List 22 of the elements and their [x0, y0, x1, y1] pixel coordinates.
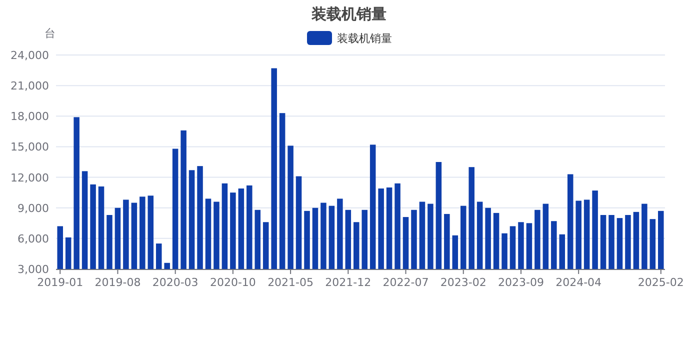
y-tick-label: 21,000	[10, 80, 49, 93]
x-tick-label: 2023-02	[440, 276, 486, 289]
x-tick-label: 2020-03	[152, 276, 198, 289]
chart-title: 装载机销量	[310, 5, 386, 23]
y-tick-label: 15,000	[10, 140, 49, 154]
x-tick-label: 2021-05	[268, 276, 314, 289]
x-tick-label: 2024-04	[556, 276, 602, 289]
y-tick-label: 6,000	[18, 232, 49, 246]
x-tick-label: 2025-02	[638, 276, 684, 289]
x-tick-label: 2023-09	[498, 276, 544, 289]
y-axis-title: 台	[44, 27, 56, 40]
x-tick-label: 2019-08	[94, 276, 141, 289]
y-tick-label: 3,000	[18, 263, 49, 276]
y-tick-label: 9,000	[18, 202, 49, 215]
x-tick-label: 2021-12	[325, 276, 372, 289]
y-tick-label: 18,000	[10, 110, 49, 124]
x-tick-label: 2020-10	[210, 276, 256, 289]
x-tick-label: 2022-07	[382, 276, 429, 289]
x-tick-label: 2019-01	[37, 276, 84, 289]
y-tick-label: 24,000	[10, 49, 49, 62]
y-tick-label: 12,000	[10, 171, 49, 184]
legend-label: 装载机销量	[337, 32, 392, 45]
